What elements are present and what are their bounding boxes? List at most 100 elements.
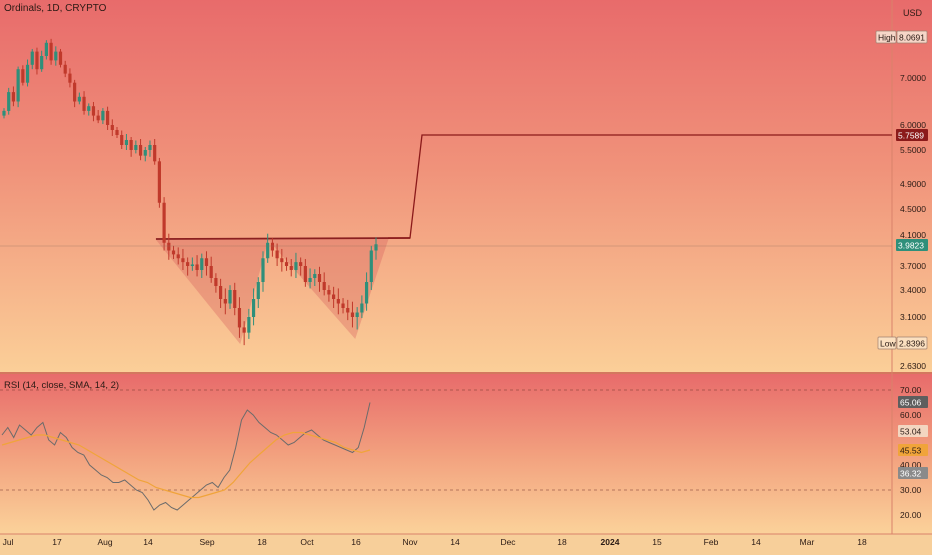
candle-body: [195, 264, 199, 270]
candle-body: [157, 161, 161, 203]
candle-body: [77, 96, 81, 102]
candle-body: [115, 130, 119, 135]
current-value-box: [896, 239, 928, 251]
candle-body: [364, 282, 369, 304]
time-tick-label: Nov: [402, 537, 418, 547]
low-value: 2.8396: [899, 339, 925, 349]
candle-body: [256, 282, 260, 299]
candle-body: [87, 106, 91, 111]
candle-body: [270, 242, 275, 251]
candle-body: [25, 64, 30, 83]
target-value-box: [896, 129, 928, 141]
price-tick-label: 3.7000: [900, 261, 926, 271]
candle-body: [317, 274, 322, 282]
time-tick-label: Mar: [800, 537, 815, 547]
time-tick-label: Oct: [300, 537, 314, 547]
time-tick-label: 14: [450, 537, 460, 547]
candle-body: [63, 64, 67, 74]
time-tick-label: Feb: [704, 537, 719, 547]
time-tick-label: 18: [557, 537, 567, 547]
candle-body: [21, 69, 25, 83]
candle-body: [327, 290, 331, 295]
candle-body: [214, 278, 218, 286]
time-tick-label: 18: [857, 537, 867, 547]
rsi-panel-bg: [0, 374, 932, 534]
low-label: Low: [880, 339, 896, 349]
price-tick-label: 6.0000: [900, 120, 926, 130]
candle-body: [138, 145, 143, 156]
candle-body: [105, 110, 110, 125]
current-value: 3.9823: [898, 241, 924, 251]
candle-body: [49, 42, 53, 61]
candle-body: [374, 244, 378, 251]
rsi-tick-label: 40.00: [900, 460, 922, 470]
price-axis: 7.0000 6.0000 5.5000 4.9000 4.5000 4.1000 3.70…: [900, 8, 926, 371]
candle-body: [303, 266, 307, 282]
candle-body: [162, 202, 166, 243]
rsi-lines: [1, 402, 371, 511]
time-tick-label: 17: [52, 537, 62, 547]
candle-body: [284, 262, 289, 266]
candles: [2, 38, 378, 346]
target-projection: [0, 134, 892, 247]
time-tick-label: Jul: [3, 537, 14, 547]
candle-body: [40, 56, 44, 70]
candle-body: [209, 266, 213, 278]
rsi-upper-band: 53.04: [900, 427, 922, 437]
time-axis: Jul 17 Aug 14 Sep 18 Oct 16 Nov 14 Dec 18 2024 15 Feb 1…: [3, 537, 867, 547]
candle-body: [73, 82, 77, 102]
rsi-sma-value: 45.53: [900, 446, 922, 456]
candle-body: [7, 92, 11, 111]
candle-body: [11, 92, 16, 102]
candle-body: [247, 317, 251, 333]
rsi-lower-band: 36.32: [900, 469, 922, 479]
high-value: 8.0691: [899, 33, 925, 43]
candle-body: [35, 51, 39, 70]
candle-body: [233, 290, 237, 308]
high-value-box: [896, 30, 928, 44]
candle-body: [280, 258, 284, 263]
candle-body: [148, 145, 152, 150]
candle-body: [341, 303, 345, 308]
symbol-title[interactable]: Ordinals, 1D, CRYPTO: [4, 3, 107, 14]
candle-body: [346, 308, 350, 313]
rsi-title[interactable]: RSI (14, close, SMA, 14, 2): [4, 380, 120, 391]
candle-body: [219, 286, 223, 299]
rsi-axis: 70.00 60.00 40.00 30.00 20.00: [0, 385, 922, 520]
candle-body: [360, 303, 364, 313]
rsi-upper-band-box: [898, 425, 928, 437]
candle-body: [242, 327, 246, 333]
candle-body: [369, 250, 373, 282]
time-tick-label: Aug: [97, 537, 112, 547]
currency-label: USD: [903, 8, 923, 18]
candle-body: [54, 51, 58, 61]
candle-body: [91, 106, 96, 116]
candle-body: [44, 42, 48, 56]
price-tick-label: 4.5000: [900, 204, 926, 214]
target-value: 5.7589: [898, 131, 924, 141]
candle-body: [124, 140, 129, 145]
candle-body: [313, 274, 317, 278]
price-tick-label: 3.1000: [900, 312, 926, 322]
price-tick-label: 7.0000: [900, 73, 926, 83]
price-tick-label: 2.6300: [900, 361, 926, 371]
rsi-tick-label: 20.00: [900, 510, 922, 520]
candle-body: [294, 262, 298, 270]
neckline: [155, 237, 411, 240]
candle-body: [96, 115, 100, 121]
time-tick-label: 15: [652, 537, 662, 547]
candle-body: [110, 125, 114, 130]
price-tick-label: 4.1000: [900, 230, 926, 240]
candle-body: [223, 299, 227, 304]
candle-body: [308, 278, 312, 282]
time-tick-label: 14: [751, 537, 761, 547]
rsi-lower-band-box: [898, 467, 928, 479]
time-tick-label: Dec: [500, 537, 516, 547]
candle-body: [129, 140, 133, 150]
candle-body: [190, 264, 194, 266]
low-label-box: [877, 336, 897, 350]
candle-body: [266, 242, 270, 259]
low-value-box: [896, 336, 928, 350]
